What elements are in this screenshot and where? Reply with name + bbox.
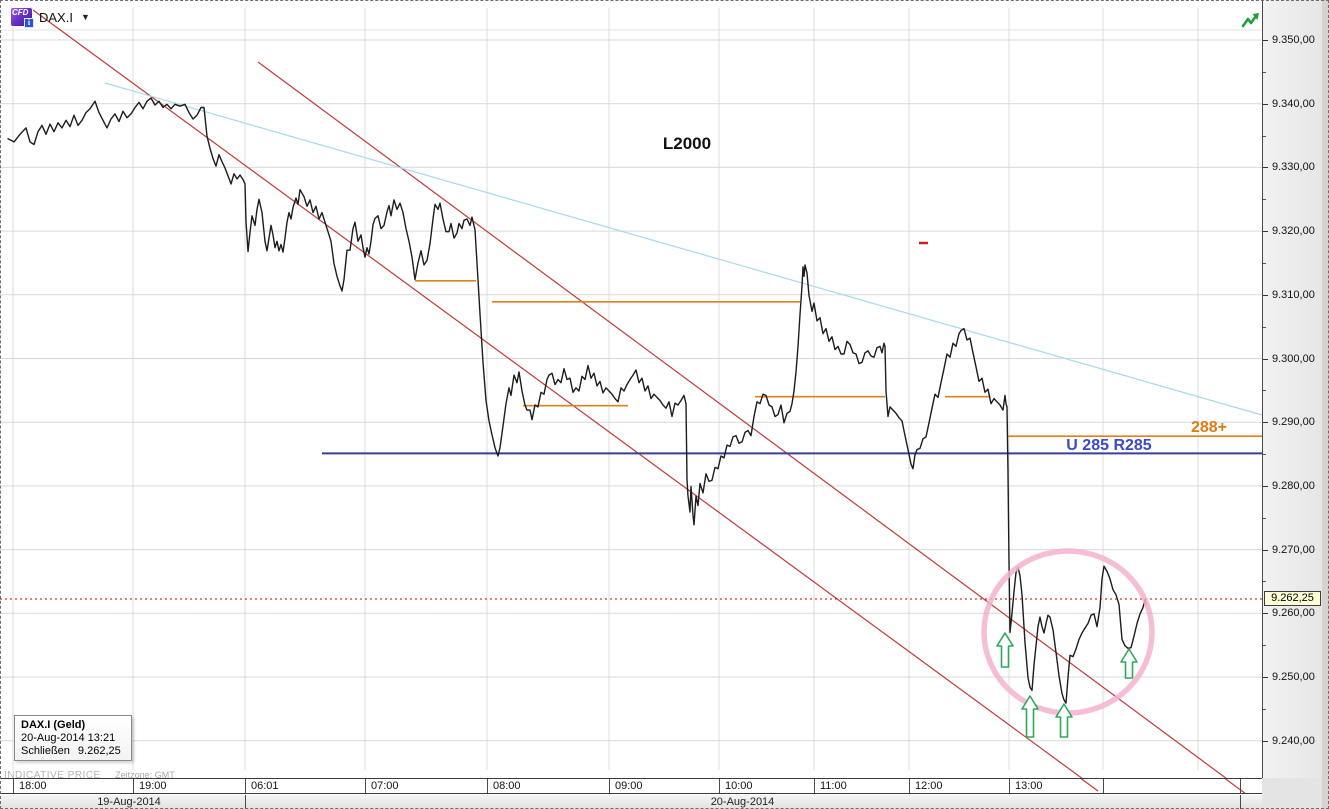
price-axis-label: 9.320,00 xyxy=(1272,225,1315,237)
price-axis-minor-tick xyxy=(1263,645,1266,646)
tooltip-datetime: 20-Aug-2014 13:21 xyxy=(21,732,116,744)
time-axis-separator xyxy=(719,779,720,793)
tooltip-close-value: 9.262,25 xyxy=(77,745,121,757)
time-axis[interactable]: 18:00 19:00 06:01 07:00 08:00 09:00 10:00 11:00… xyxy=(0,778,1262,794)
time-axis-separator xyxy=(13,779,14,793)
price-axis-minor-tick xyxy=(1263,518,1266,519)
green-up-arrow-icon[interactable] xyxy=(1120,648,1138,679)
price-axis-minor-tick xyxy=(1263,136,1266,137)
time-axis-label: 10:00 xyxy=(725,780,753,792)
price-axis-tick xyxy=(1263,422,1268,423)
price-axis-tick xyxy=(1263,741,1268,742)
u285-label: U 285 R285 xyxy=(1066,437,1151,454)
cyan-trendline[interactable] xyxy=(104,82,1262,416)
price-axis-minor-tick xyxy=(1263,199,1266,200)
cfd-icon-text: CFD xyxy=(12,8,29,17)
time-axis-separator xyxy=(133,779,134,793)
green-up-arrow-icon[interactable] xyxy=(1021,695,1039,738)
price-line-series xyxy=(7,97,1147,704)
time-axis-label: 09:00 xyxy=(615,780,643,792)
time-axis-separator xyxy=(245,779,246,793)
green-up-arrow-icon[interactable] xyxy=(996,632,1014,668)
price-axis-tick xyxy=(1263,295,1268,296)
date-axis-label: 19-Aug-2014 xyxy=(97,796,161,808)
price-axis-tick xyxy=(1263,231,1268,232)
time-axis-label: 13:00 xyxy=(1015,780,1043,792)
l2000-label: L2000 xyxy=(663,134,711,153)
288plus-label: 288+ xyxy=(1191,419,1227,436)
current-price-box: 9.262,25 xyxy=(1264,591,1321,606)
time-axis-label: 12:00 xyxy=(915,780,943,792)
window-edge-strip xyxy=(1322,0,1329,809)
price-axis-label: 9.350,00 xyxy=(1272,34,1315,46)
axis-corner xyxy=(1262,778,1329,809)
price-axis[interactable]: 9.262,25 9.350,00 9.340,00 9.330,00 9.320,0… xyxy=(1262,0,1322,778)
green-up-arrow-icon[interactable] xyxy=(1055,703,1073,738)
time-axis-label: 07:00 xyxy=(371,780,399,792)
date-axis-label: 20-Aug-2014 xyxy=(710,796,775,808)
time-axis-separator xyxy=(609,779,610,793)
time-axis-separator xyxy=(814,779,815,793)
price-axis-tick xyxy=(1263,677,1268,678)
instrument-selector[interactable]: CFD i DAX.I ▼ xyxy=(10,6,90,28)
trend-arrow-icon[interactable] xyxy=(1240,10,1262,30)
time-axis-separator xyxy=(1240,779,1241,793)
price-axis-label: 9.240,00 xyxy=(1272,735,1315,747)
price-axis-label: 9.260,00 xyxy=(1272,607,1315,619)
price-axis-label: 9.290,00 xyxy=(1272,416,1315,428)
time-axis-separator xyxy=(487,779,488,793)
crosshair-tooltip: DAX.I (Geld) 20-Aug-2014 13:21 Schließen… xyxy=(14,715,132,761)
date-axis-separator xyxy=(245,795,246,809)
time-axis-separator xyxy=(909,779,910,793)
red-downtrend-upper[interactable] xyxy=(32,9,1098,778)
time-axis-label: 06:01 xyxy=(251,780,279,792)
info-icon: i xyxy=(24,18,34,28)
price-chart-canvas[interactable]: L2000 288+ U 285 R285 xyxy=(0,0,1262,778)
price-axis-label: 9.300,00 xyxy=(1272,353,1315,365)
price-axis-minor-tick xyxy=(1263,263,1266,264)
indicative-price-note: INDICATIVE PRICE Zeitzone: GMT xyxy=(4,765,175,783)
timezone-label: Zeitzone: GMT xyxy=(115,770,175,780)
price-axis-label: 9.280,00 xyxy=(1272,480,1315,492)
price-axis-tick xyxy=(1263,104,1268,105)
time-axis-separator xyxy=(365,779,366,793)
price-axis-label: 9.340,00 xyxy=(1272,98,1315,110)
price-axis-label: 9.270,00 xyxy=(1272,544,1315,556)
symbol-label: DAX.I xyxy=(39,9,73,25)
cfd-instrument-icon: CFD i xyxy=(10,7,34,28)
time-axis-separator xyxy=(1103,779,1104,793)
price-axis-minor-tick xyxy=(1263,390,1266,391)
tooltip-close-label: Schließen xyxy=(21,745,70,757)
price-axis-minor-tick xyxy=(1263,327,1266,328)
price-axis-label: 9.250,00 xyxy=(1272,671,1315,683)
tooltip-close: Schließen 9.262,25 xyxy=(21,745,125,757)
time-axis-label: 08:00 xyxy=(493,780,521,792)
price-axis-minor-tick xyxy=(1263,581,1266,582)
chevron-down-icon[interactable]: ▼ xyxy=(80,12,90,22)
price-axis-label: 9.310,00 xyxy=(1272,289,1315,301)
date-axis-separator xyxy=(1240,795,1241,809)
price-axis-minor-tick xyxy=(1263,72,1266,73)
date-axis: 19-Aug-2014 20-Aug-2014 xyxy=(0,795,1262,809)
tooltip-title: DAX.I (Geld) xyxy=(21,719,86,731)
time-axis-label: 18:00 xyxy=(19,780,47,792)
price-axis-tick xyxy=(1263,40,1268,41)
price-axis-tick xyxy=(1263,167,1268,168)
price-axis-tick xyxy=(1263,613,1268,614)
time-axis-label: 11:00 xyxy=(820,780,847,792)
price-axis-label: 9.330,00 xyxy=(1272,161,1315,173)
price-axis-minor-tick xyxy=(1263,454,1266,455)
price-axis-tick xyxy=(1263,359,1268,360)
price-axis-tick xyxy=(1263,550,1268,551)
time-axis-label: 19:00 xyxy=(139,780,167,792)
price-axis-minor-tick xyxy=(1263,709,1266,710)
price-axis-tick xyxy=(1263,486,1268,487)
indicative-price-label: INDICATIVE PRICE xyxy=(4,770,101,781)
time-axis-separator xyxy=(1009,779,1010,793)
